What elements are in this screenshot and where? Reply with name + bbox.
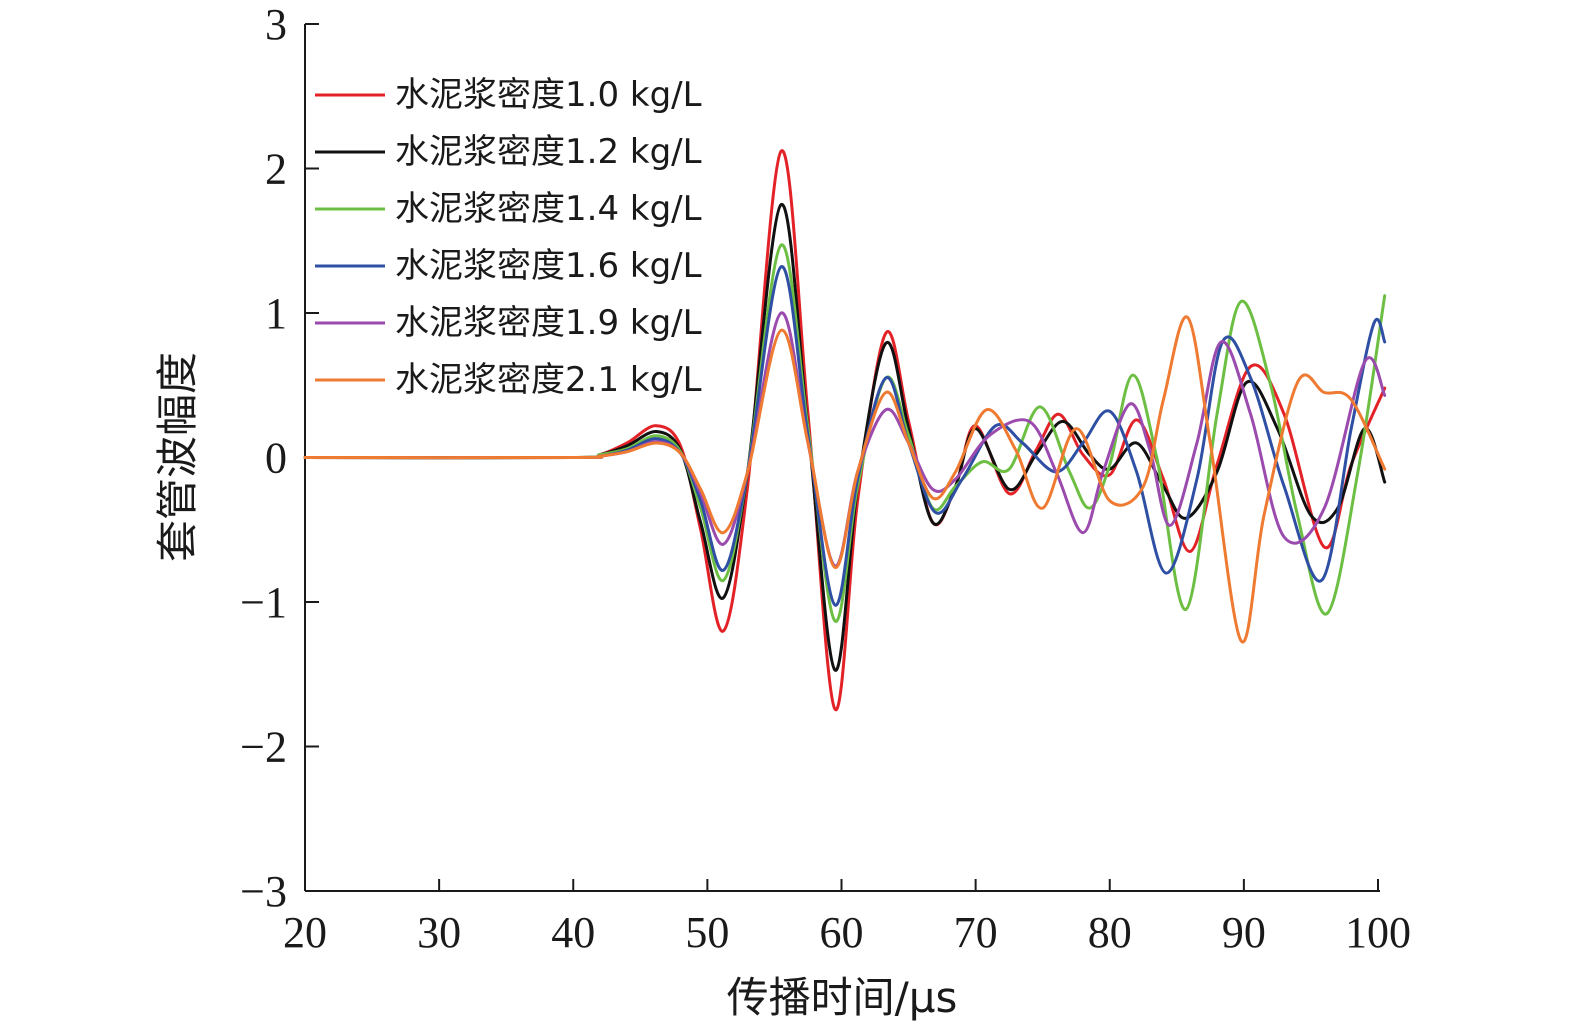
y-tick-label: −2 <box>240 723 287 772</box>
legend-label-6: 水泥浆密度2.1 kg/L <box>395 360 702 400</box>
x-tick-label: 70 <box>954 908 998 957</box>
y-tick-label: 0 <box>265 434 287 483</box>
y-ticks: 3 2 1 0 −1 −2 −3 <box>240 0 319 916</box>
legend-label-1: 水泥浆密度1.0 kg/L <box>395 75 702 115</box>
legend: 水泥浆密度1.0 kg/L 水泥浆密度1.2 kg/L 水泥浆密度1.4 kg/L 水… <box>315 75 702 400</box>
legend-label-5: 水泥浆密度1.9 kg/L <box>395 303 702 343</box>
x-tick-label: 50 <box>685 908 729 957</box>
y-tick-label: −1 <box>240 578 287 627</box>
legend-label-4: 水泥浆密度1.6 kg/L <box>395 246 702 286</box>
series-line-3 <box>303 243 1387 623</box>
series-lines <box>303 149 1387 712</box>
x-ticks: 20 30 40 50 60 70 80 90 100 <box>283 879 1411 957</box>
legend-label-2: 水泥浆密度1.2 kg/L <box>395 132 702 172</box>
legend-label-3: 水泥浆密度1.4 kg/L <box>395 189 702 229</box>
x-tick-label: 40 <box>551 908 595 957</box>
y-tick-label: 2 <box>265 145 287 194</box>
x-tick-label: 90 <box>1222 908 1266 957</box>
x-axis-title: 传播时间/μs <box>727 973 958 1022</box>
y-tick-label: −3 <box>240 867 287 916</box>
x-tick-label: 80 <box>1088 908 1132 957</box>
y-axis-title: 套管波幅度 <box>153 352 202 562</box>
x-tick-label: 30 <box>417 908 461 957</box>
y-tick-label: 3 <box>265 0 287 49</box>
x-tick-label: 60 <box>820 908 864 957</box>
x-tick-label: 100 <box>1345 908 1411 957</box>
y-tick-label: 1 <box>265 289 287 338</box>
series-line-6 <box>303 315 1387 644</box>
x-tick-label: 20 <box>283 908 327 957</box>
